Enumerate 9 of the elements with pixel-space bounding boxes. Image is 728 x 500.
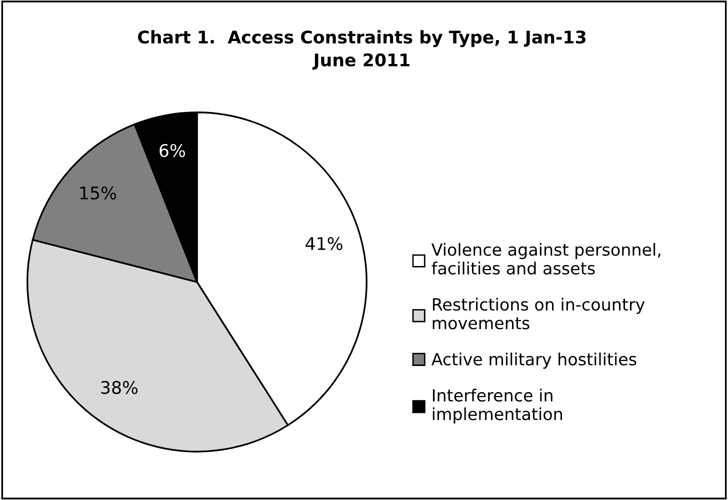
data-label: 41% xyxy=(306,236,342,250)
legend-label: Restrictions on in-country movements xyxy=(432,298,645,330)
chart-title: Chart 1. Access Constraints by Type, 1 Jan-13 June 2011 xyxy=(138,30,586,70)
legend-label: Interference in implementation xyxy=(432,388,562,424)
legend-label: Active military hostilities xyxy=(431,352,636,369)
data-label: 6% xyxy=(160,144,186,158)
legend-label: Violence against personnel, facilities and assets xyxy=(431,243,660,275)
data-label: 15% xyxy=(80,186,116,200)
data-label: 38% xyxy=(101,380,138,394)
